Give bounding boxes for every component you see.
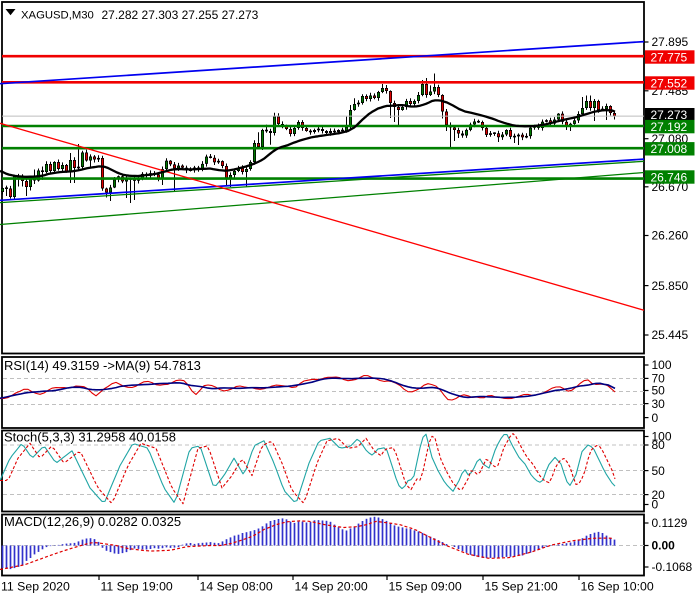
svg-text:27.008: 27.008 (651, 142, 688, 156)
svg-text:80: 80 (652, 438, 666, 452)
svg-text:20: 20 (652, 488, 666, 502)
svg-text:27.895: 27.895 (652, 35, 689, 49)
svg-text:50: 50 (652, 464, 666, 478)
svg-text:27.273: 27.273 (651, 108, 688, 122)
svg-text:50: 50 (652, 384, 666, 398)
svg-text:RSI(14) 49.3159 ->MA(9) 54.78: RSI(14) 49.3159 ->MA(9) 54.7813 (4, 358, 201, 373)
svg-text:27.282 27.303 27.255 27.273: 27.282 27.303 27.255 27.273 (102, 8, 259, 22)
svg-text:0: 0 (652, 411, 659, 425)
svg-text:XAGUSD,M30: XAGUSD,M30 (21, 10, 94, 22)
svg-text:100: 100 (652, 358, 672, 372)
svg-text:27.775: 27.775 (651, 50, 688, 64)
svg-text:14 Sep 20:00: 14 Sep 20:00 (295, 580, 368, 594)
svg-text:27.192: 27.192 (651, 120, 688, 134)
svg-text:15 Sep 09:00: 15 Sep 09:00 (389, 580, 462, 594)
svg-text:100: 100 (652, 430, 672, 444)
svg-text:0.00: 0.00 (652, 539, 676, 553)
svg-text:25.445: 25.445 (652, 328, 689, 342)
svg-text:0.1129: 0.1129 (652, 516, 688, 530)
svg-text:0: 0 (652, 498, 659, 512)
svg-text:27.552: 27.552 (651, 76, 688, 90)
svg-text:11 Sep 2020: 11 Sep 2020 (1, 580, 70, 594)
svg-text:-0.1068: -0.1068 (652, 560, 693, 574)
svg-text:Stoch(5,3,3) 31.2958 40.0158: Stoch(5,3,3) 31.2958 40.0158 (4, 430, 176, 445)
svg-text:26.260: 26.260 (652, 229, 689, 243)
svg-text:MACD(12,26,9) 0.0282 0.0325: MACD(12,26,9) 0.0282 0.0325 (4, 514, 181, 529)
svg-text:15 Sep 21:00: 15 Sep 21:00 (485, 580, 558, 594)
svg-text:26.746: 26.746 (651, 170, 688, 184)
svg-text:11 Sep 19:00: 11 Sep 19:00 (101, 580, 173, 594)
svg-text:25.850: 25.850 (652, 279, 689, 293)
svg-text:14 Sep 08:00: 14 Sep 08:00 (200, 580, 273, 594)
svg-text:70: 70 (652, 372, 666, 386)
svg-text:30: 30 (652, 397, 666, 411)
svg-text:16 Sep 10:00: 16 Sep 10:00 (581, 580, 654, 594)
